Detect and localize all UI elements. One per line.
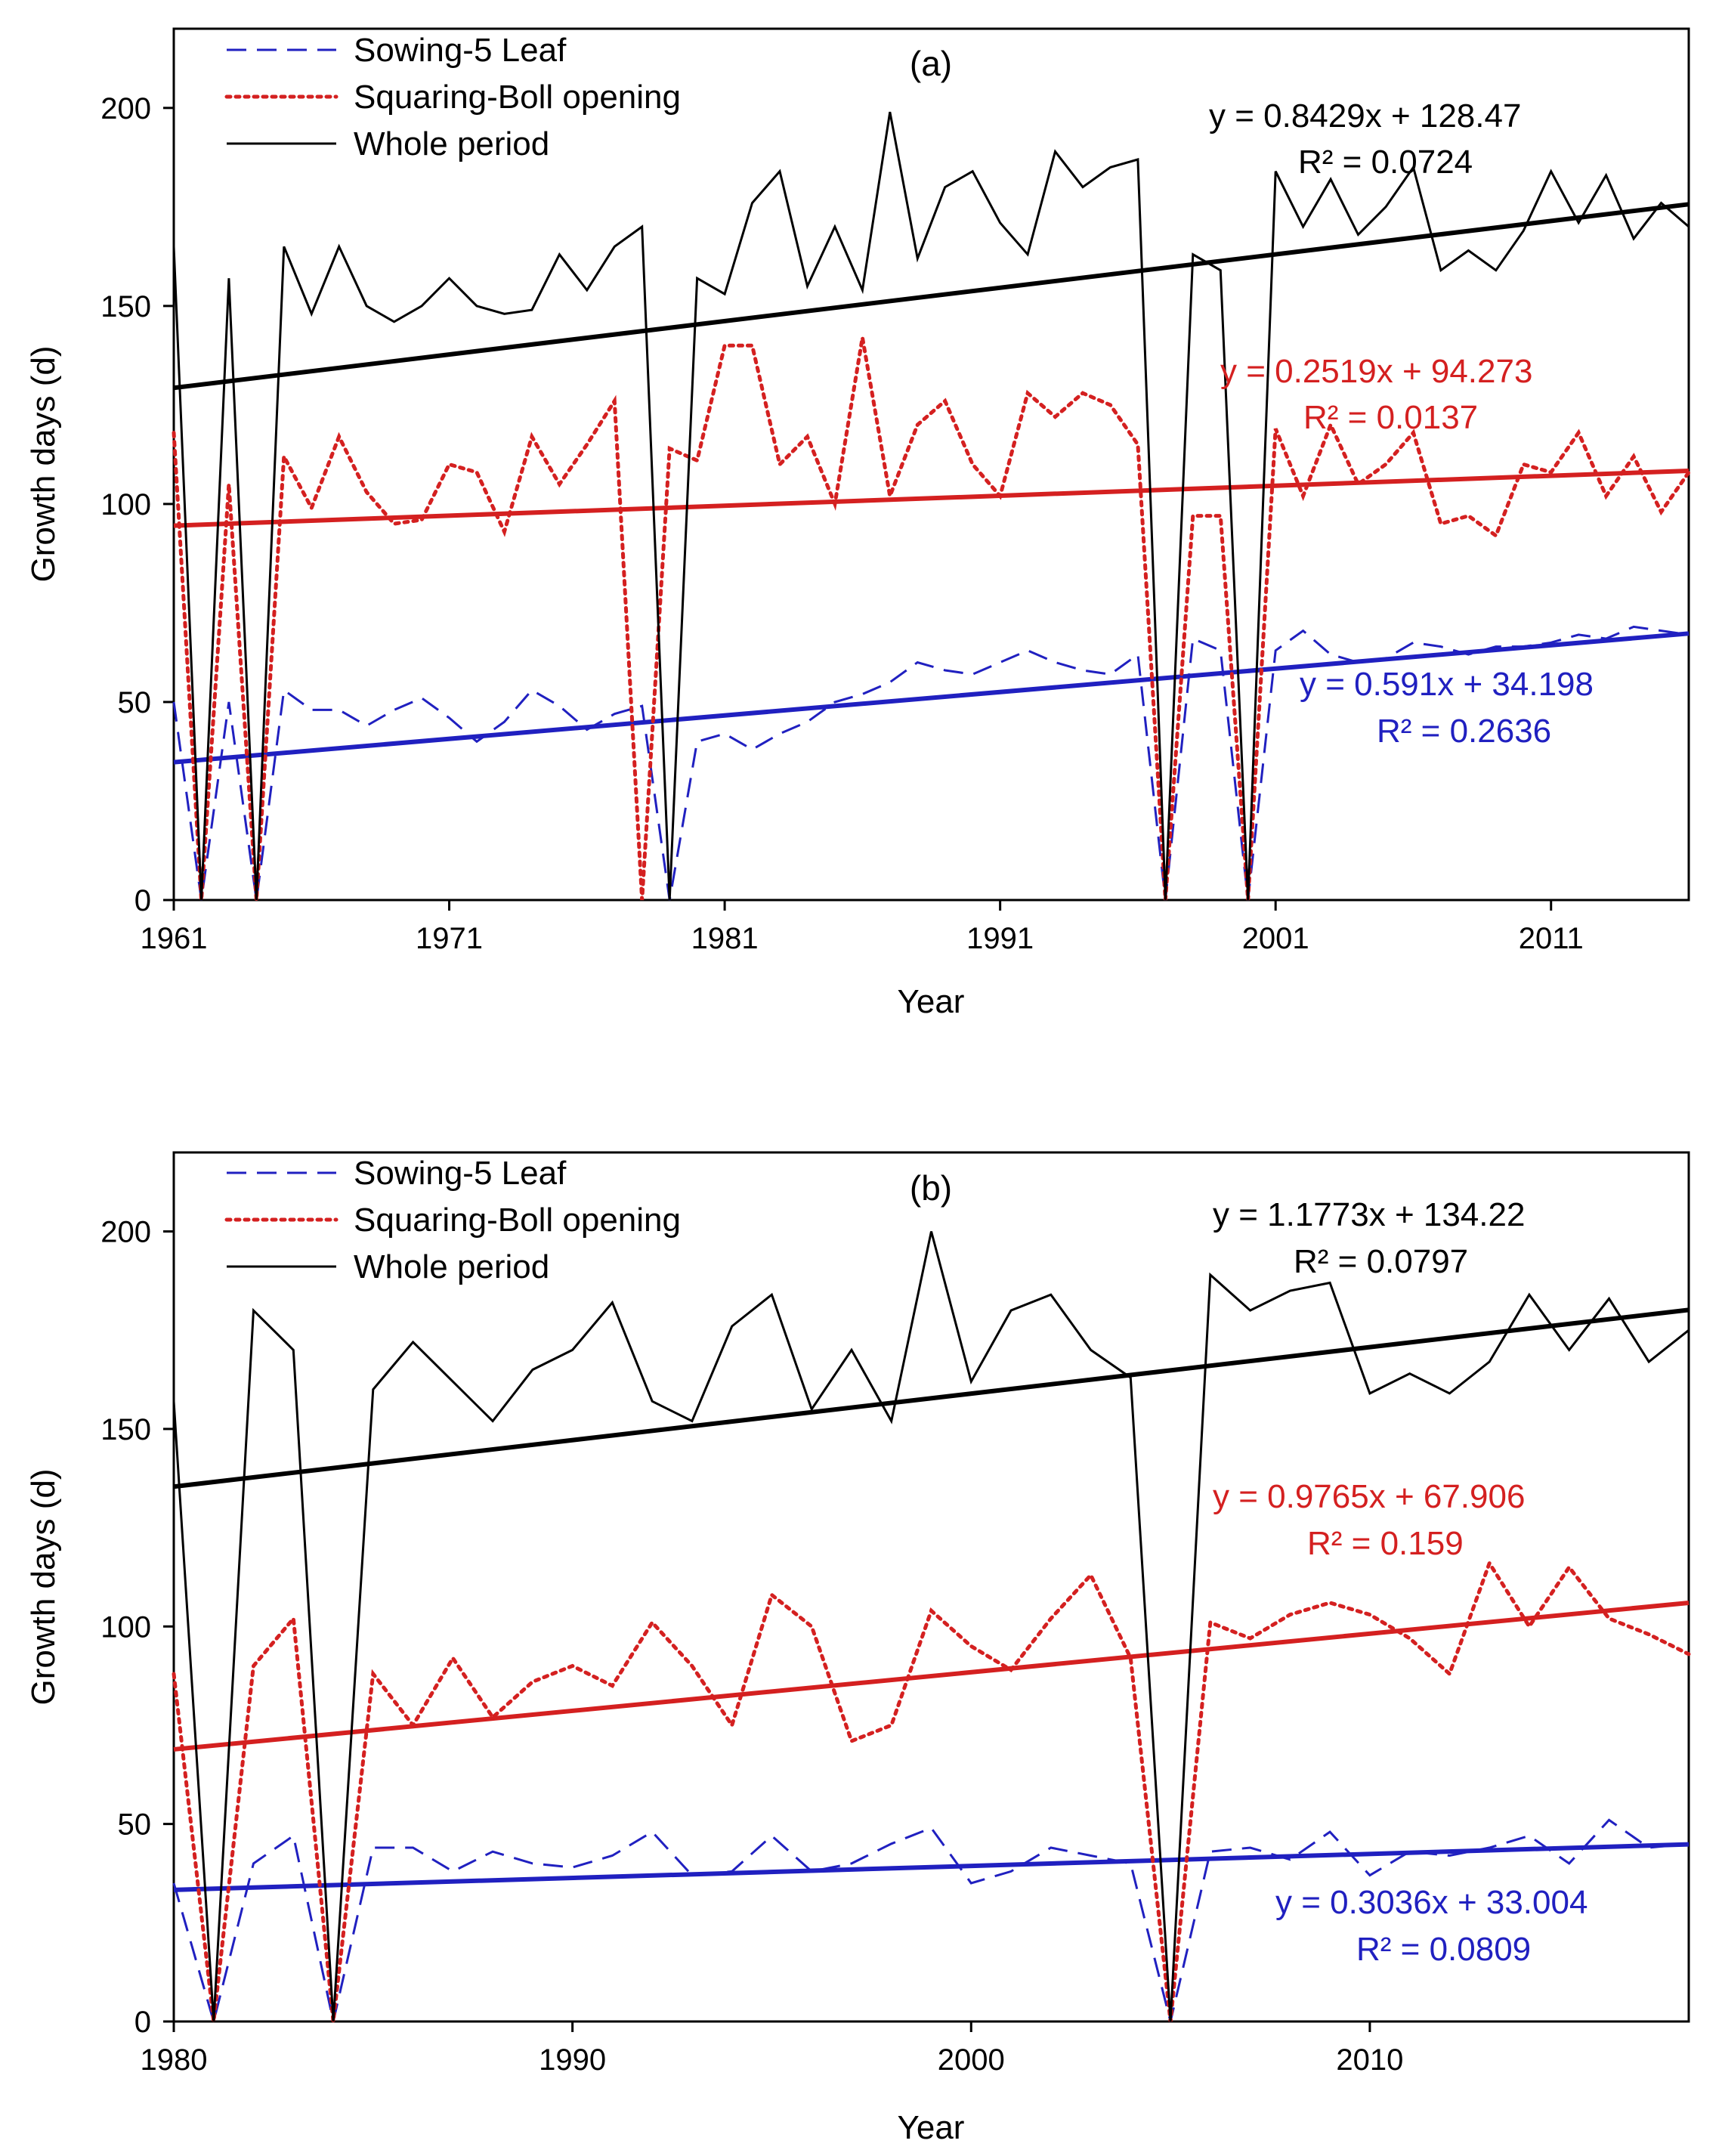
- equation-squaring-boll-b: y = 0.9765x + 67.906: [1213, 1478, 1525, 1515]
- trendline-sowing-a: [173, 631, 1690, 765]
- x-tick-label-a-0: 1961: [141, 922, 208, 955]
- series-line-squaring-boll-b: [172, 1558, 1691, 2022]
- y-tick-label-a-3: 150: [100, 290, 151, 323]
- trendline-squaring-boll-b: [173, 1600, 1690, 1752]
- r2-sowing-b: R² = 0.0809: [1356, 1931, 1531, 1968]
- legend-label-whole-period-b: Whole period: [354, 1248, 549, 1285]
- panel-label-a: (a): [910, 44, 952, 83]
- x-tick-label-b-0: 1980: [141, 2043, 208, 2077]
- panel-label-b: (b): [910, 1168, 952, 1208]
- y-tick-label-b-0: 0: [134, 2006, 151, 2039]
- y-tick-label-b-4: 200: [100, 1216, 151, 1249]
- y-tick-label-a-4: 200: [100, 92, 151, 125]
- x-tick-label-a-2: 1981: [691, 922, 759, 955]
- y-tick-label-a-2: 100: [100, 488, 151, 521]
- series-line-whole-period-b: [172, 1231, 1690, 2022]
- series-line-sowing-a: [172, 625, 1690, 901]
- trendline-squaring-boll-a: [173, 468, 1690, 528]
- legend-label-sowing-a: Sowing-5 Leaf: [354, 32, 567, 69]
- x-tick-label-a-1: 1971: [416, 922, 483, 955]
- annotations-a: y = 0.8429x + 128.47 R² = 0.0724 y = 0.2…: [1209, 97, 1594, 750]
- r2-sowing-a: R² = 0.2636: [1377, 713, 1551, 750]
- x-tick-label-b-3: 2010: [1336, 2043, 1403, 2077]
- legend-label-squaring-boll-b: Squaring-Boll opening: [354, 1202, 681, 1239]
- legend-label-whole-period-a: Whole period: [354, 125, 549, 162]
- r2-whole-period-b: R² = 0.0797: [1294, 1243, 1468, 1280]
- trendline-whole-period-a: [173, 202, 1690, 391]
- series-line-squaring-boll-a: [172, 337, 1691, 901]
- legend-b: Sowing-5 Leaf Squaring-Boll opening Whole …: [224, 1155, 681, 1285]
- series-b: [172, 1231, 1691, 2026]
- legend-label-sowing-b: Sowing-5 Leaf: [354, 1155, 567, 1192]
- x-axis-label-b: Year: [898, 2109, 965, 2146]
- y-tick-label-a-0: 0: [134, 884, 151, 917]
- plot-frame-b: [172, 1151, 1690, 2023]
- y-axis-label-b: Growth days (d): [25, 1469, 62, 1706]
- x-axis-label-a: Year: [898, 983, 965, 1020]
- y-tick-label-b-1: 50: [118, 1808, 152, 1842]
- trendline-sowing-b: [173, 1842, 1690, 1892]
- legend-a: Sowing-5 Leaf Squaring-Boll opening Whole …: [224, 32, 681, 162]
- r2-squaring-boll-a: R² = 0.0137: [1303, 399, 1478, 436]
- x-tick-label-a-4: 2001: [1242, 922, 1309, 955]
- plot-frame-a: [172, 27, 1690, 902]
- x-tick-label-a-5: 2011: [1519, 922, 1584, 955]
- series-line-sowing-b: [172, 1818, 1690, 2026]
- equation-whole-period-b: y = 1.1773x + 134.22: [1213, 1196, 1525, 1233]
- legend-label-squaring-boll-a: Squaring-Boll opening: [354, 79, 681, 116]
- ticks-b: 1980 1990 2000 2010 0 50 100 150 200: [100, 1216, 1403, 2077]
- equation-squaring-boll-a: y = 0.2519x + 94.273: [1220, 353, 1532, 390]
- x-tick-label-b-2: 2000: [938, 2043, 1005, 2077]
- x-tick-label-a-3: 1991: [966, 922, 1034, 955]
- ticks-a: 1961 1971 1981 1991 2001 2011 0 50 100 150 200: [100, 92, 1583, 955]
- equation-sowing-a: y = 0.591x + 34.198: [1300, 666, 1594, 703]
- x-tick-label-b-1: 1990: [539, 2043, 606, 2077]
- series-line-whole-period-a: [172, 111, 1690, 901]
- equation-whole-period-a: y = 0.8429x + 128.47: [1209, 97, 1521, 135]
- trendline-whole-period-b: [173, 1307, 1690, 1489]
- annotations-b: y = 1.1773x + 134.22 R² = 0.0797 y = 0.9…: [1213, 1196, 1588, 1968]
- r2-whole-period-a: R² = 0.0724: [1298, 144, 1473, 181]
- panel-b: (b) Year Growth days (d) 1980 1990 2000 201…: [25, 1151, 1691, 2146]
- series-a: [172, 111, 1691, 901]
- y-tick-label-a-1: 50: [118, 686, 152, 719]
- r2-squaring-boll-b: R² = 0.159: [1307, 1525, 1464, 1562]
- y-axis-label-a: Growth days (d): [25, 346, 62, 583]
- y-tick-label-b-3: 150: [100, 1413, 151, 1446]
- y-tick-label-b-2: 100: [100, 1610, 151, 1644]
- panel-a: (a) Year Growth days (d) 1961 1971 1981 199…: [25, 27, 1691, 1020]
- equation-sowing-b: y = 0.3036x + 33.004: [1275, 1884, 1588, 1921]
